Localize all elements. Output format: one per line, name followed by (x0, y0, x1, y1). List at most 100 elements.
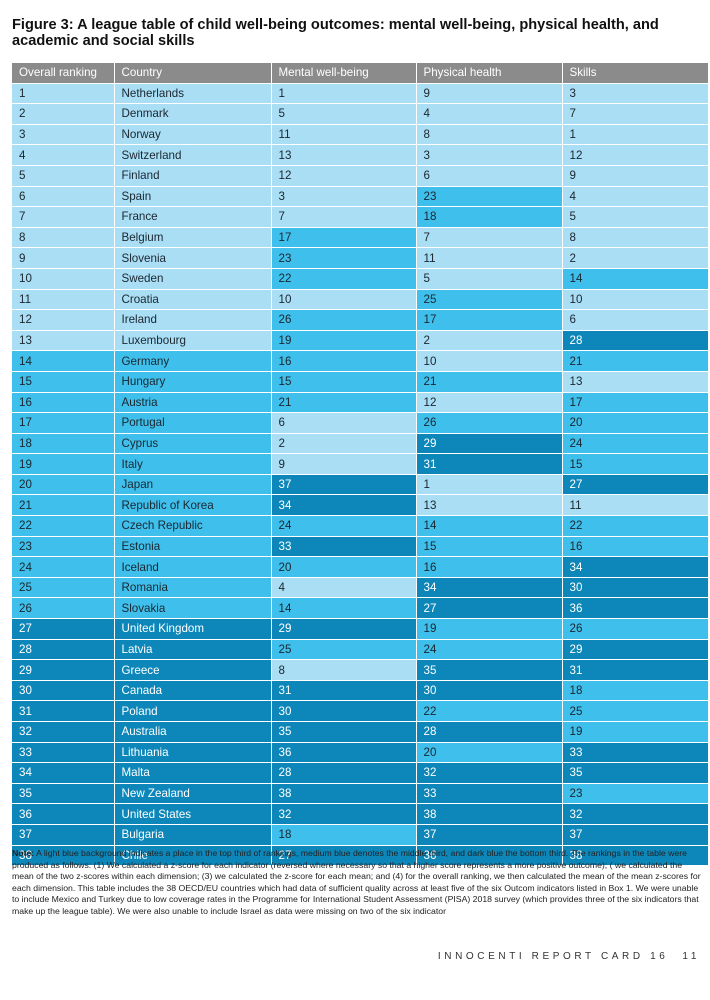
table-row: 27 United Kingdom 29 19 26 (12, 618, 709, 640)
country-cell: Spain (114, 186, 272, 208)
mental-well-being-cell: 1 (271, 83, 417, 105)
overall-ranking-cell: 16 (12, 392, 115, 414)
skills-cell: 34 (562, 556, 709, 578)
skills-cell: 29 (562, 639, 709, 661)
country-cell: Chile (114, 845, 272, 867)
country-cell: United Kingdom (114, 618, 272, 640)
physical-health-cell: 15 (416, 536, 563, 558)
country-cell: Canada (114, 680, 272, 702)
skills-cell: 36 (562, 597, 709, 620)
country-cell: Portugal (114, 412, 272, 434)
league-table: Overall ranking Country Mental well-bein… (12, 63, 709, 867)
league-table-container: Overall ranking Country Mental well-bein… (12, 63, 709, 867)
country-cell: Luxembourg (114, 330, 272, 352)
physical-health-cell: 5 (416, 268, 563, 290)
table-row: 20 Japan 37 1 27 (12, 474, 709, 496)
country-cell: Switzerland (114, 144, 272, 166)
physical-health-cell: 13 (416, 494, 563, 517)
table-row: 25 Romania 4 34 30 (12, 577, 709, 599)
header-mental-well-being: Mental well-being (271, 63, 417, 84)
skills-cell: 31 (562, 659, 709, 681)
table-note: Note: A light blue background indicates … (12, 848, 704, 918)
skills-cell: 33 (562, 742, 709, 764)
skills-cell: 38 (562, 845, 709, 867)
skills-cell: 1 (562, 124, 709, 146)
country-cell: Denmark (114, 103, 272, 125)
skills-cell: 3 (562, 83, 709, 105)
mental-well-being-cell: 21 (271, 392, 417, 414)
table-row: 38 Chile 27 36 38 (12, 845, 709, 867)
physical-health-cell: 35 (416, 659, 563, 681)
skills-cell: 7 (562, 103, 709, 125)
table-row: 17 Portugal 6 26 20 (12, 412, 709, 434)
overall-ranking-cell: 33 (12, 742, 115, 764)
skills-cell: 11 (562, 494, 709, 517)
overall-ranking-cell: 29 (12, 659, 115, 681)
skills-cell: 32 (562, 803, 709, 825)
overall-ranking-cell: 23 (12, 536, 115, 558)
country-cell: Slovenia (114, 247, 272, 269)
skills-cell: 24 (562, 433, 709, 455)
physical-health-cell: 38 (416, 803, 563, 825)
mental-well-being-cell: 32 (271, 803, 417, 825)
country-cell: Republic of Korea (114, 494, 272, 517)
physical-health-cell: 24 (416, 639, 563, 661)
country-cell: Finland (114, 165, 272, 187)
table-row: 1 Netherlands 1 9 3 (12, 83, 709, 105)
physical-health-cell: 31 (416, 453, 563, 475)
overall-ranking-cell: 2 (12, 103, 115, 125)
skills-cell: 18 (562, 680, 709, 702)
mental-well-being-cell: 35 (271, 721, 417, 743)
physical-health-cell: 17 (416, 309, 563, 331)
skills-cell: 16 (562, 536, 709, 558)
table-row: 13 Luxembourg 19 2 28 (12, 330, 709, 352)
mental-well-being-cell: 26 (271, 309, 417, 331)
mental-well-being-cell: 19 (271, 330, 417, 352)
overall-ranking-cell: 10 (12, 268, 115, 290)
table-row: 14 Germany 16 10 21 (12, 350, 709, 372)
mental-well-being-cell: 36 (271, 742, 417, 764)
physical-health-cell: 22 (416, 700, 563, 722)
physical-health-cell: 10 (416, 350, 563, 372)
mental-well-being-cell: 14 (271, 597, 417, 620)
mental-well-being-cell: 10 (271, 289, 417, 311)
overall-ranking-cell: 20 (12, 474, 115, 496)
mental-well-being-cell: 29 (271, 618, 417, 640)
physical-health-cell: 16 (416, 556, 563, 578)
country-cell: Bulgaria (114, 824, 272, 846)
mental-well-being-cell: 2 (271, 433, 417, 455)
country-cell: Ireland (114, 309, 272, 331)
table-row: 7 France 7 18 5 (12, 206, 709, 228)
skills-cell: 35 (562, 762, 709, 784)
overall-ranking-cell: 30 (12, 680, 115, 702)
mental-well-being-cell: 33 (271, 536, 417, 558)
table-row: 35 New Zealand 38 33 23 (12, 783, 709, 805)
publication-name: INNOCENTI REPORT CARD 16 (437, 951, 669, 962)
overall-ranking-cell: 37 (12, 824, 115, 846)
skills-cell: 37 (562, 824, 709, 846)
table-row: 26 Slovakia 14 27 36 (12, 597, 709, 620)
overall-ranking-cell: 17 (12, 412, 115, 434)
physical-health-cell: 3 (416, 144, 563, 166)
country-cell: Netherlands (114, 83, 272, 105)
table-row: 24 Iceland 20 16 34 (12, 556, 709, 578)
mental-well-being-cell: 12 (271, 165, 417, 187)
mental-well-being-cell: 23 (271, 247, 417, 269)
table-row: 19 Italy 9 31 15 (12, 453, 709, 475)
country-cell: New Zealand (114, 783, 272, 805)
skills-cell: 25 (562, 700, 709, 722)
overall-ranking-cell: 8 (12, 227, 115, 249)
mental-well-being-cell: 17 (271, 227, 417, 249)
mental-well-being-cell: 5 (271, 103, 417, 125)
skills-cell: 30 (562, 577, 709, 599)
table-row: 28 Latvia 25 24 29 (12, 639, 709, 661)
table-row: 15 Hungary 15 21 13 (12, 371, 709, 393)
country-cell: Japan (114, 474, 272, 496)
mental-well-being-cell: 13 (271, 144, 417, 166)
overall-ranking-cell: 1 (12, 83, 115, 105)
overall-ranking-cell: 31 (12, 700, 115, 722)
overall-ranking-cell: 11 (12, 289, 115, 311)
overall-ranking-cell: 27 (12, 618, 115, 640)
overall-ranking-cell: 34 (12, 762, 115, 784)
country-cell: Australia (114, 721, 272, 743)
